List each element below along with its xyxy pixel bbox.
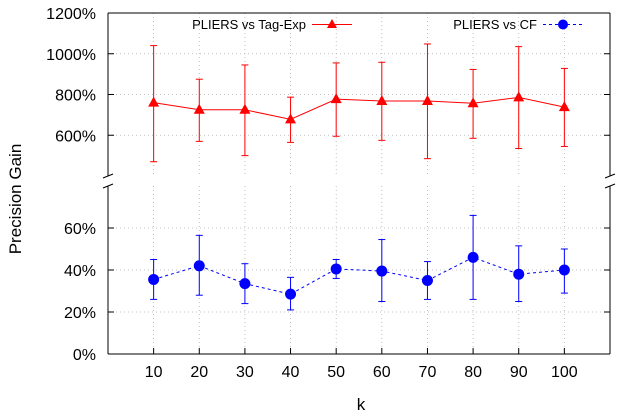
y-tick-label: 800% [55,88,96,105]
x-tick-label: 30 [236,364,254,381]
y-tick-label: 40% [64,263,96,280]
data-point-cf [558,264,570,276]
y-tick-label: 0% [73,347,96,364]
data-point-cf [193,260,205,272]
axis-break-mark [102,173,114,179]
y-axis-title: Precision Gain [6,144,25,255]
data-series [148,43,570,311]
axis-break-mark [604,183,616,189]
y-tick-label: 1200% [46,6,96,23]
x-tick-label: 10 [145,364,163,381]
data-point-cf [148,273,160,285]
x-axis-title: k [357,395,366,414]
x-tick-label: 40 [282,364,300,381]
x-tick-label: 60 [373,364,391,381]
data-point-tag-exp [330,93,342,104]
data-point-tag-exp [376,95,388,106]
y-tick-label: 600% [55,128,96,145]
data-point-tag-exp [148,96,160,107]
data-point-cf [513,268,525,280]
data-point-cf [467,251,479,263]
data-point-tag-exp [513,91,525,102]
data-point-cf [285,288,297,300]
y-tick-label: 1000% [46,47,96,64]
x-tick-label: 70 [419,364,437,381]
legend-label-tag-exp: PLIERS vs Tag-Exp [192,17,306,32]
x-tick-label: 100 [551,364,578,381]
data-point-cf [421,275,433,286]
axis-break-mark [102,183,114,189]
data-point-cf [239,278,251,290]
legend-marker-tag-exp [327,19,337,28]
data-point-tag-exp [285,113,297,124]
x-tick-label: 50 [327,364,345,381]
legend-marker-cf [558,19,568,30]
x-tick-label: 80 [464,364,482,381]
series-line-cf [153,256,565,295]
y-tick-label: 20% [64,305,96,322]
data-point-cf [376,265,388,277]
y-tick-label: 60% [64,221,96,238]
axis-break-mark [604,173,616,179]
grid [108,13,610,354]
series-line-tag-exp [153,96,565,120]
legend: PLIERS vs Tag-Exp PLIERS vs CF [192,17,583,32]
axes: 10 20 30 40 50 60 70 80 90 100 600% 800% 1000% 1200% 0… [46,6,616,381]
data-point-tag-exp [558,101,570,112]
data-point-tag-exp [193,103,205,114]
legend-label-cf: PLIERS vs CF [453,17,537,32]
x-tick-label: 90 [510,364,528,381]
data-point-cf [330,263,342,275]
x-tick-label: 20 [190,364,208,381]
data-point-tag-exp [421,95,433,106]
data-point-tag-exp [239,103,251,114]
data-point-tag-exp [467,97,479,108]
